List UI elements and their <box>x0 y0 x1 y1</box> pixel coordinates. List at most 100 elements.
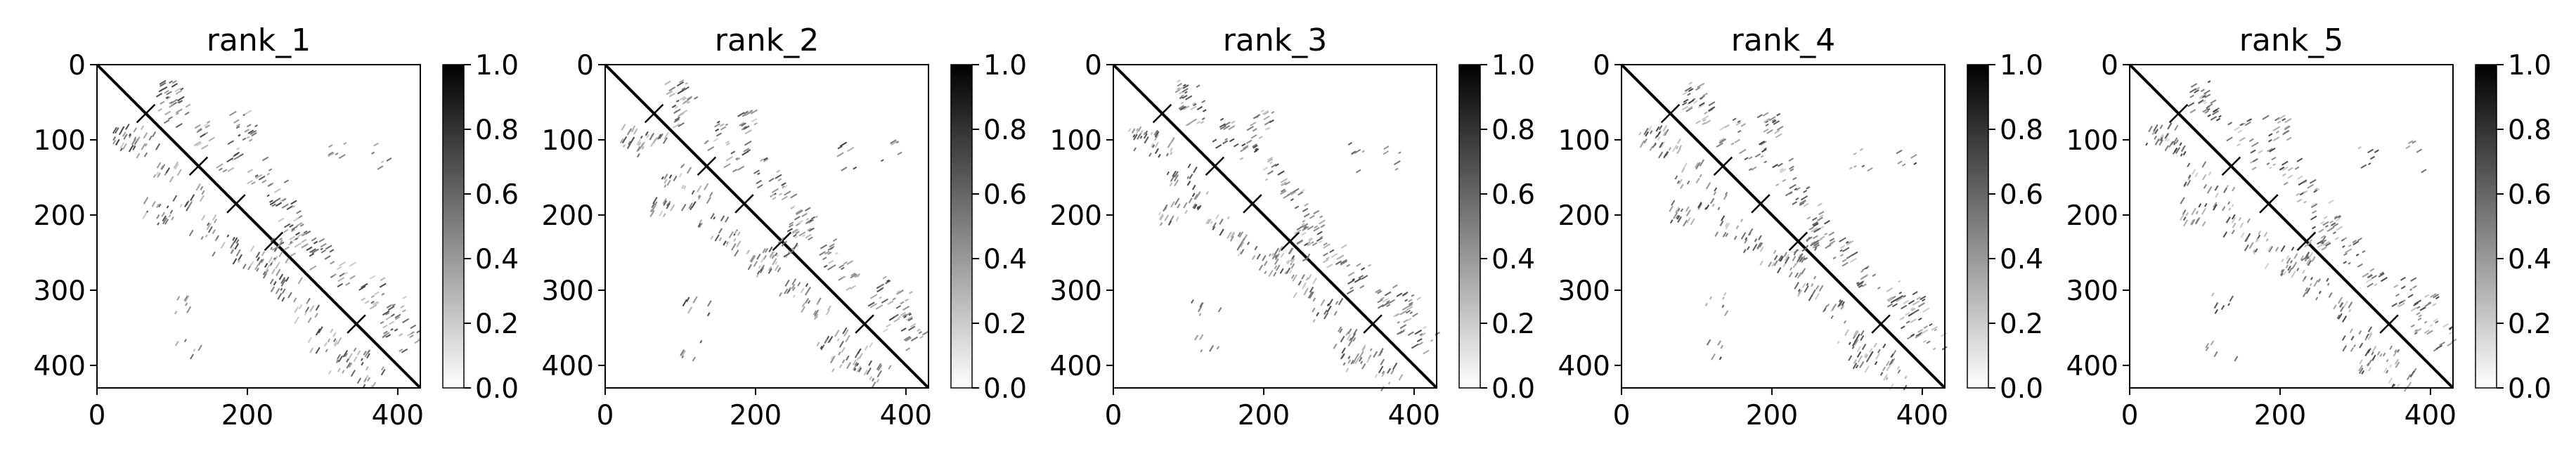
contact-mark <box>1252 128 1257 132</box>
contact-mark <box>2334 214 2341 220</box>
contact-mark <box>230 247 235 254</box>
contact-mark <box>1174 197 1180 205</box>
contact-mark <box>837 145 843 150</box>
contact-cross <box>1205 156 1225 176</box>
contact-mark <box>2198 203 2202 208</box>
contact-mark <box>1316 237 1323 242</box>
contact-mark <box>2201 174 2207 181</box>
contact-mark <box>2349 328 2353 334</box>
contact-mark <box>2304 244 2308 248</box>
contact-mark <box>626 143 631 150</box>
contact-mark <box>746 250 749 255</box>
contact-mark <box>1856 281 1860 285</box>
contact-mark <box>1940 332 1948 337</box>
contact-mark <box>2410 324 2415 328</box>
contact-mark <box>1289 247 1294 255</box>
contact-mark <box>229 110 237 117</box>
contact-mark <box>1748 232 1752 236</box>
contact-mark <box>179 204 183 208</box>
contact-mark <box>1748 167 1752 171</box>
contact-mark <box>846 355 850 361</box>
contact-mark <box>783 252 791 258</box>
contact-mark <box>1170 174 1176 182</box>
contact-mark <box>290 252 297 257</box>
contact-cross <box>697 156 717 176</box>
contact-mark <box>361 358 363 361</box>
contact-mark <box>136 136 141 142</box>
plot-frame <box>1113 64 1437 389</box>
colorbar-tick-label: 0.0 <box>983 373 1027 405</box>
contact-mark <box>649 133 655 141</box>
contact-mark <box>699 219 703 224</box>
contact-mark <box>1398 151 1402 155</box>
contact-mark <box>2226 136 2233 142</box>
contact-mark <box>1253 145 1258 149</box>
contact-mark <box>1869 351 1874 357</box>
contact-mark <box>1759 260 1763 266</box>
contact-mark <box>2421 169 2427 174</box>
contact-mark <box>2283 181 2289 186</box>
contact-mark <box>795 209 803 214</box>
contact-mark <box>2268 245 2273 253</box>
contact-mark <box>2393 284 2399 288</box>
contact-mark <box>195 142 202 147</box>
contact-mark <box>2283 271 2287 275</box>
contact-mark <box>261 258 264 264</box>
contact-mark <box>1827 303 1830 307</box>
contact-mark <box>710 213 715 219</box>
contact-mark <box>1386 300 1390 304</box>
contact-mark <box>763 157 768 161</box>
contact-mark <box>1240 148 1247 152</box>
contact-mark <box>2284 125 2291 131</box>
contact-mark <box>1675 214 1679 219</box>
contact-mark <box>725 142 730 146</box>
contact-mark <box>2213 204 2218 211</box>
colorbar-tick-label: 1.0 <box>2508 50 2551 82</box>
contact-mark <box>856 363 860 367</box>
contact-mark <box>1416 297 1422 301</box>
contact-mark <box>247 179 253 185</box>
contact-mark <box>1664 129 1669 136</box>
y-tick-label: 100 <box>1558 125 1610 157</box>
contact-mark <box>619 138 624 144</box>
contact-mark <box>369 275 376 280</box>
contact-mark <box>201 144 209 150</box>
contact-mark <box>1676 138 1681 145</box>
contact-mark <box>830 356 834 361</box>
y-tick-label: 300 <box>34 275 86 307</box>
contact-mark <box>1254 148 1260 152</box>
contact-mark <box>1240 238 1245 245</box>
contact-mark <box>1856 351 1862 358</box>
contact-mark <box>1177 82 1182 87</box>
contact-mark <box>1782 178 1787 183</box>
contact-mark <box>2272 126 2281 131</box>
contact-mark <box>2302 179 2308 183</box>
contact-mark <box>691 190 695 195</box>
contact-mark <box>1271 254 1276 260</box>
contact-mark <box>1692 100 1698 104</box>
contact-mark <box>2374 283 2378 287</box>
contact-mark <box>664 174 668 180</box>
contact-mark <box>2394 358 2399 365</box>
contact-mark <box>201 214 206 221</box>
contact-mark <box>751 118 758 123</box>
contact-mark <box>2187 162 2191 168</box>
contact-mark <box>2416 306 2421 309</box>
contact-mark <box>2397 349 2400 353</box>
contact-mark <box>893 318 900 323</box>
contact-mark <box>350 370 356 377</box>
x-tick-label: 400 <box>372 400 424 431</box>
contact-mark <box>142 212 148 220</box>
contact-mark <box>781 242 785 247</box>
contact-mark <box>1292 274 1297 282</box>
contact-mark <box>387 306 395 311</box>
contact-mark <box>1671 200 1676 206</box>
contact-mark <box>330 261 335 265</box>
contact-mark <box>235 125 240 129</box>
contact-mark <box>814 309 820 317</box>
contact-mark <box>1873 342 1877 348</box>
contact-mark <box>1194 196 1198 200</box>
contact-mark <box>364 300 370 304</box>
colorbar-tick-label: 0.0 <box>475 373 519 405</box>
contact-mark <box>365 366 369 371</box>
